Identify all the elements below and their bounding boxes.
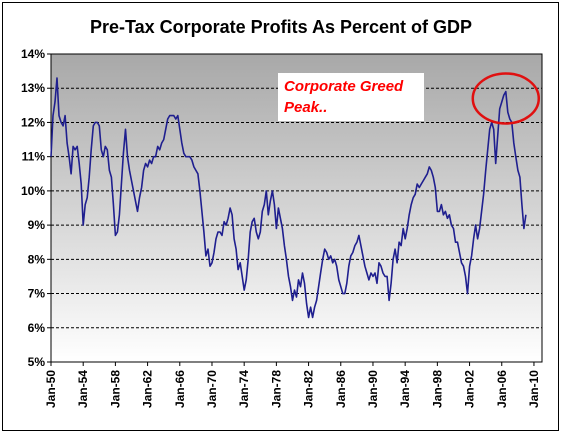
y-axis: 5% 6% 7% 8% 9% 10% 11% 12% 13% 14% [21,47,51,369]
line-chart: Pre-Tax Corporate Profits As Percent of … [21,17,543,408]
x-tick-label: Jan-74 [237,370,251,408]
y-tick-label: 6% [28,321,46,335]
series-line [50,77,527,319]
x-tick-label: Jan-78 [269,370,283,408]
x-tick-label: Jan-98 [430,370,444,408]
annotation-text-line1: Corporate Greed [284,78,404,95]
x-tick-label: Jan-90 [366,370,380,408]
chart-title: Pre-Tax Corporate Profits As Percent of … [90,17,472,37]
y-tick-label: 12% [21,115,45,129]
annotation-box [278,73,424,121]
x-tick-label: Jan-50 [44,370,58,408]
x-tick-label: Jan-54 [76,370,90,408]
chart-frame: Pre-Tax Corporate Profits As Percent of … [2,2,559,431]
x-tick-label: Jan-70 [205,370,219,408]
annotation: Corporate Greed Peak.. [278,72,541,125]
x-tick-label: Jan-02 [463,370,477,408]
x-axis: Jan-50 Jan-54 Jan-58 Jan-62 Jan-66 Jan-70 Jan-… [44,362,541,408]
x-tick-label: Jan-94 [398,370,412,408]
x-tick-label: Jan-82 [302,370,316,408]
x-tick-label: Jan-58 [108,370,122,408]
y-tick-label: 10% [21,184,45,198]
y-tick-label: 14% [21,47,45,61]
x-tick-label: Jan-86 [334,370,348,408]
y-tick-label: 5% [28,355,46,369]
y-tick-label: 9% [28,218,46,232]
x-tick-label: Jan-06 [495,370,509,408]
y-tick-label: 7% [28,287,46,301]
y-tick-label: 8% [28,252,46,266]
y-tick-label: 13% [21,81,45,95]
x-tick-label: Jan-66 [173,370,187,408]
x-tick-label: Jan-10 [527,370,541,408]
y-tick-label: 11% [22,150,46,164]
annotation-text-line2: Peak.. [284,99,327,116]
peak-highlight-circle [471,72,541,125]
x-tick-label: Jan-62 [141,370,155,408]
